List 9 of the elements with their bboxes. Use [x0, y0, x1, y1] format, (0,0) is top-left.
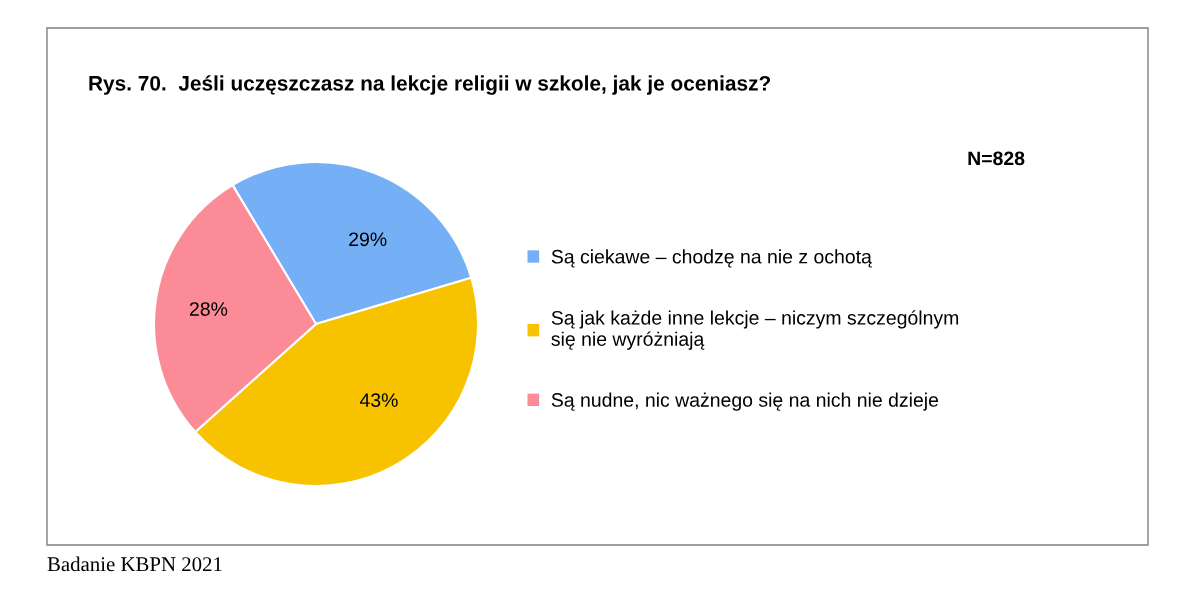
legend-label: Są ciekawe – chodzę na nie z ochotą — [551, 249, 872, 268]
chart-title: Rys. 70. Jeśli uczęszczasz na lekcje religii w szkole, jak je oceniasz? — [89, 75, 771, 95]
data-label: 29% — [349, 232, 387, 247]
legend-label: Są jak każde inne lekcje – niczym szczególnym się nie wyróżniają — [551, 310, 959, 350]
data-label: 43% — [359, 393, 398, 407]
legend-label: Są nudne, nic ważnego się na nich nie dzieje — [551, 392, 939, 411]
text: Badanie KBPN 2021 — [47, 556, 222, 572]
data-label: 28% — [189, 302, 228, 316]
text: N=828 — [968, 151, 1025, 166]
